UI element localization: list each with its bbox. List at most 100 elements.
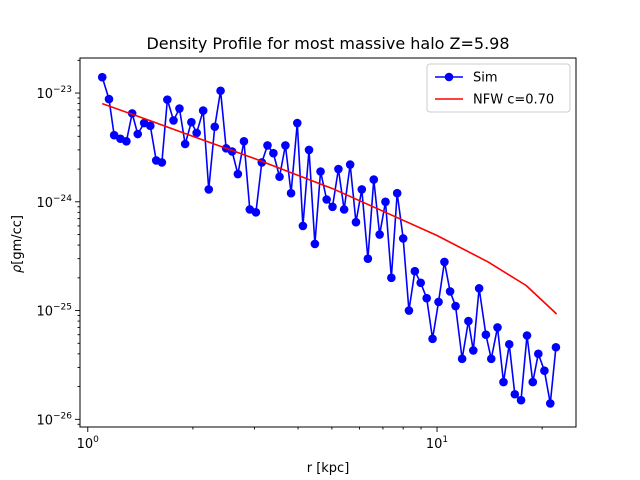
data-point [387, 273, 396, 283]
y-tick-base: 10 [36, 413, 53, 428]
data-point [175, 104, 184, 113]
y-axis-label-symbol: ρ [10, 264, 25, 273]
data-point [239, 137, 249, 146]
data-point [180, 139, 190, 149]
data-point [122, 137, 131, 146]
y-tick-exponent: −23 [53, 85, 72, 95]
data-point [428, 334, 437, 344]
data-point [339, 205, 349, 214]
data-point [104, 94, 114, 104]
y-tick-label: 10−25 [36, 303, 72, 320]
data-point [416, 278, 426, 288]
series-line [101, 102, 558, 315]
data-point [522, 331, 532, 340]
data-point [216, 86, 225, 96]
data-point [422, 293, 431, 303]
data-point [545, 399, 555, 408]
data-point [328, 202, 337, 212]
data-point [457, 354, 467, 364]
y-axis-label: ρ[gm/cc] [10, 215, 25, 273]
data-point [109, 130, 119, 140]
data-point [445, 287, 455, 296]
data-point [133, 129, 143, 139]
plot-area [97, 72, 561, 408]
x-tick-label: 101 [426, 435, 448, 452]
series-sim [97, 72, 561, 408]
data-point [528, 377, 538, 387]
data-point [381, 197, 390, 207]
x-axis-label: r [kpc] [307, 461, 350, 476]
data-point [163, 95, 172, 104]
data-point [398, 234, 408, 243]
data-point [316, 167, 325, 176]
data-point [392, 188, 402, 198]
data-point [345, 160, 355, 169]
data-point [486, 354, 496, 364]
data-point [322, 195, 331, 204]
x-tick-base: 10 [426, 437, 443, 452]
data-point [187, 117, 196, 127]
y-tick-label: 10−26 [36, 411, 72, 428]
data-point [363, 254, 373, 263]
data-point [145, 121, 155, 131]
y-tick-base: 10 [36, 305, 53, 320]
data-point [357, 185, 367, 194]
data-point [351, 217, 361, 227]
data-point [493, 323, 502, 332]
data-point [481, 330, 491, 339]
data-point [410, 266, 420, 276]
legend-box [426, 63, 571, 113]
y-tick-label: 10−24 [36, 194, 72, 211]
data-point [510, 389, 520, 399]
legend-entry: Sim [435, 71, 498, 86]
data-point [275, 172, 284, 182]
data-point [468, 346, 478, 355]
data-point [210, 122, 220, 132]
y-tick-exponent: −24 [53, 194, 72, 204]
data-point [286, 188, 296, 198]
data-point [334, 164, 343, 174]
x-tick-base: 10 [77, 437, 94, 452]
data-point [464, 316, 473, 326]
y-tick-base: 10 [36, 87, 53, 102]
data-point [198, 106, 208, 115]
data-point [251, 208, 261, 217]
x-axis-ticks: 100 101 [77, 427, 543, 452]
legend: Sim NFW c=0.70 [426, 63, 571, 113]
x-tick-exponent: 1 [442, 435, 448, 445]
series-nfw [101, 102, 558, 315]
data-point [304, 145, 314, 155]
data-point [516, 395, 526, 405]
legend-swatch-marker [444, 72, 454, 82]
data-point [504, 339, 514, 349]
data-point [263, 141, 272, 150]
y-tick-exponent: −25 [53, 303, 72, 313]
data-point [97, 72, 107, 82]
y-tick-base: 10 [36, 196, 53, 211]
y-axis-label-unit: [gm/cc] [10, 215, 25, 265]
x-tick-exponent: 0 [93, 435, 99, 445]
data-point [540, 366, 549, 375]
chart-title: Density Profile for most massive halo Z=… [146, 34, 509, 53]
axes-frame [79, 57, 577, 428]
data-point [375, 230, 384, 239]
legend-label: NFW c=0.70 [473, 93, 554, 108]
data-point [292, 118, 302, 128]
legend-entry: NFW c=0.70 [435, 93, 554, 108]
data-point [369, 175, 379, 184]
data-point [310, 239, 320, 249]
x-tick-label: 100 [77, 435, 100, 452]
axes-border [79, 57, 577, 428]
data-point [404, 306, 414, 315]
legend-label: Sim [473, 71, 498, 86]
data-point [434, 297, 443, 307]
y-tick-label: 10−23 [36, 85, 72, 102]
data-point [233, 169, 243, 179]
data-point [157, 158, 167, 167]
data-point [440, 257, 449, 267]
data-point [534, 349, 543, 359]
data-point [281, 141, 290, 150]
data-point [192, 128, 201, 138]
